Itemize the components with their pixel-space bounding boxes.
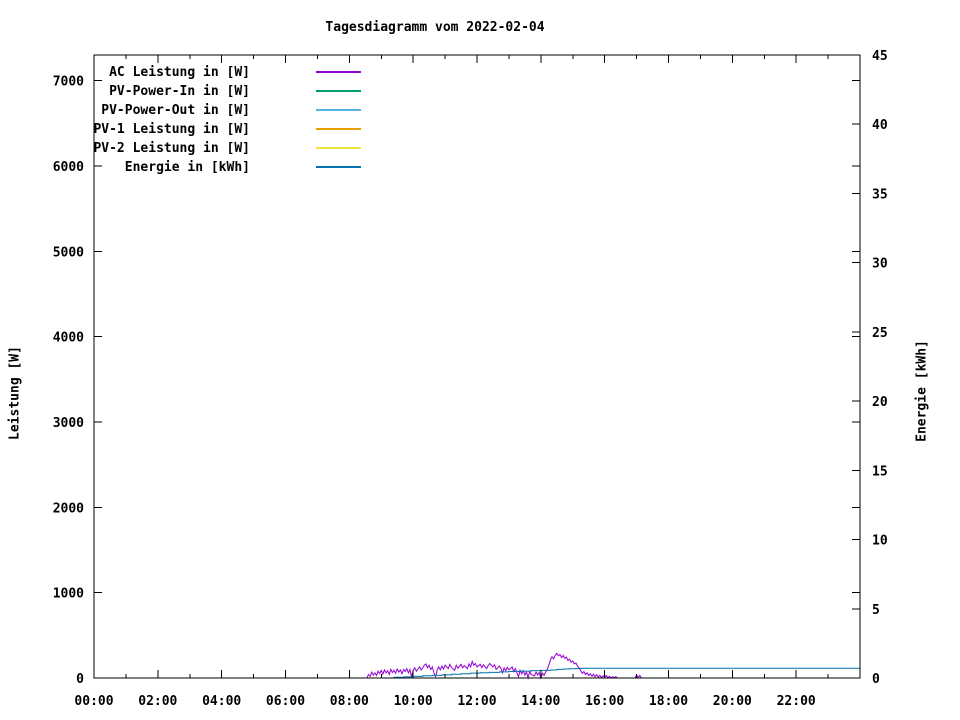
chart-title: Tagesdiagramm vom 2022-02-04 (325, 20, 545, 35)
x-tick-label: 14:00 (521, 694, 560, 709)
plot-border (93, 54, 861, 679)
x-tick-label: 08:00 (330, 694, 369, 709)
left-axis-tick-label: 2000 (53, 501, 84, 516)
series-line-energie-in-kwh- (94, 667, 860, 679)
x-tick-label: 16:00 (585, 694, 624, 709)
right-axis-tick-label: 40 (872, 118, 888, 133)
left-axis-tick-label: 5000 (53, 245, 84, 260)
right-axis-tick-label: 30 (872, 257, 888, 272)
series-line-ac-leistung-in-w- (366, 652, 642, 680)
right-axis-tick-label: 20 (872, 395, 888, 410)
left-axis-title: Leistung [W] (7, 346, 23, 440)
x-tick-label: 10:00 (394, 694, 433, 709)
left-axis-tick-label: 4000 (53, 331, 84, 346)
right-axis-tick-label: 45 (872, 49, 888, 64)
left-axis-tick-label: 3000 (53, 416, 84, 431)
right-axis-tick-label: 25 (872, 326, 888, 341)
left-axis-tick-label: 7000 (53, 75, 84, 90)
right-axis-tick-label: 0 (872, 672, 880, 687)
x-tick-label: 02:00 (138, 694, 177, 709)
x-tick-label: 06:00 (266, 694, 305, 709)
left-axis-tick-label: 0 (76, 672, 84, 687)
right-axis-tick-label: 15 (872, 464, 888, 479)
x-tick-label: 18:00 (649, 694, 688, 709)
left-axis-tick-label: 1000 (53, 587, 84, 602)
x-tick-label: 00:00 (74, 694, 113, 709)
right-axis-tick-label: 10 (872, 534, 888, 549)
x-tick-label: 12:00 (457, 694, 496, 709)
x-tick-label: 20:00 (713, 694, 752, 709)
right-axis-title: Energie [kWh] (914, 340, 930, 442)
right-axis-tick-label: 35 (872, 187, 888, 202)
right-axis-tick-label: 5 (872, 603, 880, 618)
x-tick-label: 04:00 (202, 694, 241, 709)
left-axis-tick-label: 6000 (53, 160, 84, 175)
x-tick-label: 22:00 (777, 694, 816, 709)
